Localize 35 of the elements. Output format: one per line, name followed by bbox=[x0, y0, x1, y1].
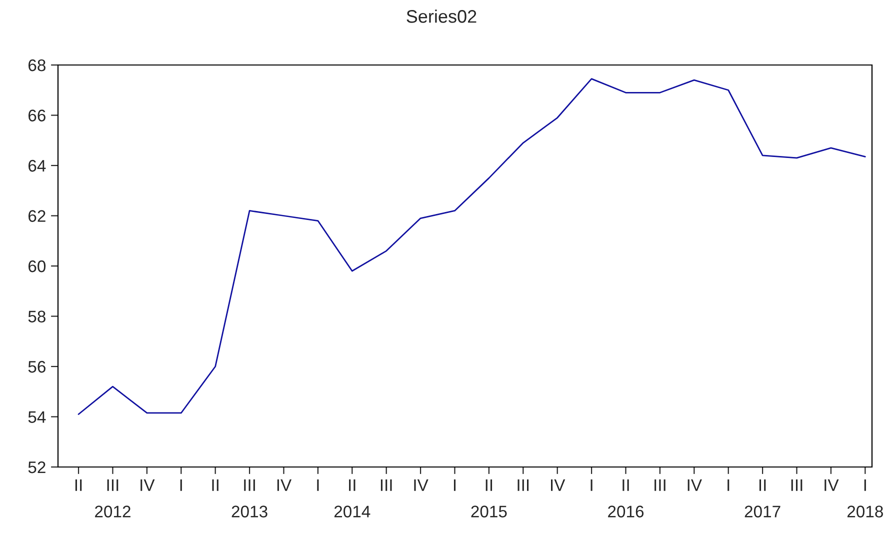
x-tick-label: II 2015 bbox=[471, 479, 507, 518]
x-tick-label: I bbox=[317, 479, 319, 491]
x-tick-label: I bbox=[454, 479, 456, 491]
y-tick-label: 56 bbox=[28, 360, 46, 373]
y-tick-label: 68 bbox=[28, 59, 46, 72]
x-tick-label: IV bbox=[277, 479, 292, 491]
line-series bbox=[78, 78, 866, 415]
x-tick-label: III 2012 bbox=[95, 479, 130, 518]
x-tick-label: IV bbox=[824, 479, 839, 491]
x-tick-label: IV bbox=[551, 479, 566, 491]
x-tick-label: II 2016 bbox=[608, 479, 644, 518]
x-tick-label: II bbox=[212, 479, 218, 491]
x-tick-label: II 2017 bbox=[744, 479, 780, 518]
x-tick-label: III 2013 bbox=[232, 479, 268, 518]
chart-title: Series02 bbox=[406, 10, 476, 23]
x-tick-label: I bbox=[728, 479, 730, 491]
x-tick-label: I bbox=[180, 479, 182, 491]
x-tick-label: III bbox=[380, 479, 392, 491]
x-tick-label: I 2018 bbox=[847, 479, 883, 518]
x-tick-label: III bbox=[654, 479, 666, 491]
x-tick-label: IV bbox=[140, 479, 155, 491]
x-tick-label: III bbox=[518, 479, 529, 491]
x-tick-label: IV bbox=[688, 479, 702, 491]
x-tick-label: I bbox=[590, 479, 592, 491]
x-tick-label: III bbox=[791, 479, 802, 491]
x-tick-label: IV bbox=[414, 479, 428, 491]
y-tick-label: 62 bbox=[28, 210, 46, 222]
x-tick-label: II bbox=[75, 479, 82, 491]
y-tick-label: 58 bbox=[28, 310, 46, 322]
y-tick-label: 64 bbox=[28, 160, 46, 172]
y-tick-label: 52 bbox=[28, 461, 46, 474]
y-tick-label: 66 bbox=[28, 110, 46, 122]
y-tick-label: 60 bbox=[28, 260, 46, 272]
y-tick-label: 54 bbox=[28, 411, 46, 423]
x-tick-label: II 2014 bbox=[334, 479, 370, 518]
